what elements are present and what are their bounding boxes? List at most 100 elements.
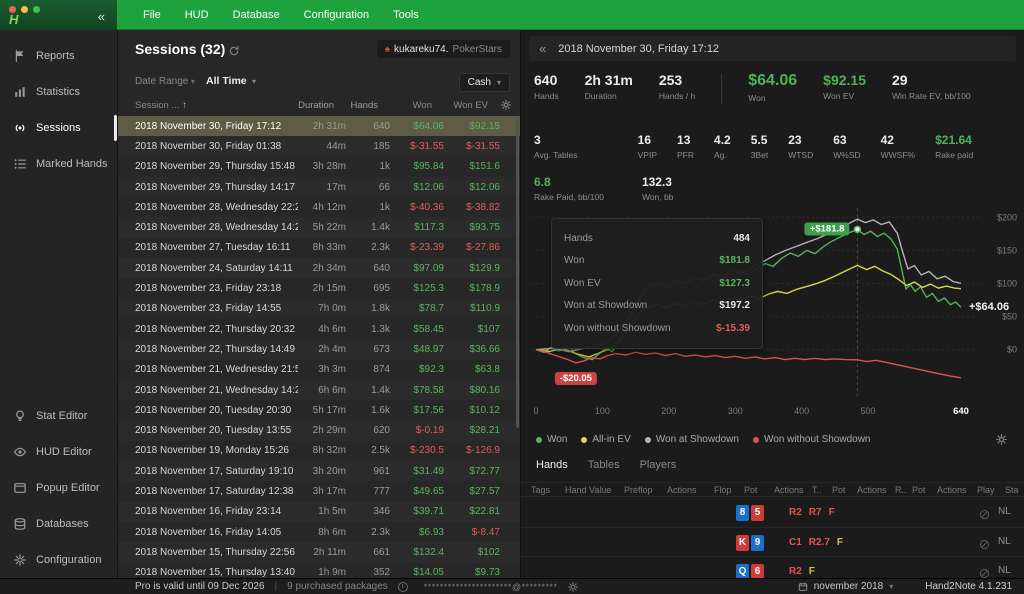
account-settings-gear-icon[interactable]: [567, 581, 579, 593]
session-row[interactable]: 2018 November 16, Friday 14:05 8h 6m 2.3k $…: [118, 522, 520, 542]
session-row[interactable]: 2018 November 29, Thursday 15:48 3h 28m 1k…: [118, 157, 520, 177]
minimize-window-button[interactable]: [21, 6, 28, 13]
hands-column[interactable]: Actions: [857, 485, 887, 495]
session-date: 2018 November 23, Friday 23:18: [135, 283, 282, 295]
sidebar-item-statistics[interactable]: Statistics: [0, 74, 117, 110]
session-row[interactable]: 2018 November 30, Friday 17:12 2h 31m 640 $…: [118, 116, 520, 137]
hands-column[interactable]: Sta: [1005, 485, 1019, 495]
session-row[interactable]: 2018 November 15, Thursday 22:56 2h 11m 66…: [118, 542, 520, 563]
legend-won[interactable]: Won: [536, 434, 567, 445]
hand-row[interactable]: 8 5 R2 R7 F NL: [521, 498, 1024, 528]
legend-won-without-showdown[interactable]: Won without Showdown: [752, 434, 871, 445]
period-selector[interactable]: november 2018: [813, 581, 884, 592]
legend-won-at-showdown[interactable]: Won at Showdown: [644, 434, 739, 445]
hands-column[interactable]: Play: [977, 485, 995, 495]
column-session[interactable]: Session ... ↑: [135, 99, 188, 111]
session-row[interactable]: 2018 November 21, Wednesday 14:21 6h 6m 1.…: [118, 379, 520, 401]
hands-column[interactable]: Actions: [937, 485, 967, 495]
session-row[interactable]: 2018 November 22, Thursday 14:49 2h 4m 673…: [118, 339, 520, 360]
session-won-ev: $-27.86: [466, 242, 500, 254]
session-won-ev: $151.6: [469, 161, 500, 173]
hands-column[interactable]: Tags: [531, 485, 551, 495]
session-row[interactable]: 2018 November 24, Saturday 14:11 2h 34m 64…: [118, 258, 520, 279]
session-row[interactable]: 2018 November 16, Friday 23:14 1h 5m 346 $3…: [118, 501, 520, 522]
back-icon[interactable]: «: [539, 41, 547, 56]
sidebar-item-reports[interactable]: Reports: [0, 38, 117, 74]
purchased-packages[interactable]: 9 purchased packages: [287, 581, 388, 592]
menu-database[interactable]: Database: [232, 8, 280, 21]
session-row[interactable]: 2018 November 22, Thursday 20:32 4h 6m 1.3…: [118, 319, 520, 339]
date-range-label[interactable]: Date Range: [135, 76, 189, 87]
refresh-icon[interactable]: [228, 45, 240, 57]
menu-hud[interactable]: HUD: [184, 8, 209, 21]
menu-file[interactable]: File: [143, 8, 161, 21]
tab-tables[interactable]: Tables: [587, 459, 620, 471]
column-duration[interactable]: Duration: [298, 99, 334, 111]
hands-column[interactable]: Hand Value: [565, 485, 612, 495]
menu-configuration[interactable]: Configuration: [303, 8, 370, 21]
close-window-button[interactable]: [9, 6, 16, 13]
sidebar-item-stat-editor[interactable]: Stat Editor: [0, 398, 117, 434]
replay-icon[interactable]: [979, 537, 990, 549]
hands-column[interactable]: R..: [895, 485, 907, 495]
info-icon[interactable]: i: [397, 581, 408, 592]
date-range-value[interactable]: All Time: [206, 75, 247, 87]
game-type-filter[interactable]: Cash ▾: [458, 73, 510, 92]
hands-column[interactable]: Actions: [774, 485, 804, 495]
graph-settings-gear-icon[interactable]: [995, 433, 1008, 446]
sidebar-collapse-icon[interactable]: «: [97, 9, 105, 24]
session-row[interactable]: 2018 November 30, Friday 01:38 44m 185 $-31…: [118, 136, 520, 157]
sidebar-item-configuration[interactable]: Configuration: [0, 542, 117, 578]
session-row[interactable]: 2018 November 19, Monday 15:26 8h 32m 2.5k…: [118, 441, 520, 461]
session-row[interactable]: 2018 November 27, Tuesday 16:11 8h 33m 2.3…: [118, 238, 520, 258]
hands-column[interactable]: Pot: [832, 485, 846, 495]
hands-column[interactable]: T..: [812, 485, 822, 495]
replay-icon[interactable]: [979, 566, 990, 578]
sidebar-item-marked-hands[interactable]: Marked Hands: [0, 146, 117, 182]
session-row[interactable]: 2018 November 29, Thursday 14:17 17m 66 $12…: [118, 176, 520, 198]
hands-column[interactable]: Flop: [714, 485, 732, 495]
account-selector[interactable]: ♠ kukareku74. PokerStars: [376, 40, 510, 58]
sidebar-item-sessions[interactable]: Sessions: [0, 110, 117, 146]
session-row[interactable]: 2018 November 23, Friday 14:55 7h 0m 1.8k $…: [118, 298, 520, 319]
column-won-ev[interactable]: Won EV: [453, 99, 488, 111]
column-won[interactable]: Won: [412, 99, 432, 111]
session-row[interactable]: 2018 November 20, Tuesday 20:30 5h 17m 1.6…: [118, 400, 520, 420]
replay-icon[interactable]: [979, 507, 990, 520]
hand-row[interactable]: K 9 C1 R2.7 F NL: [521, 528, 1024, 557]
hands-column[interactable]: Actions: [667, 485, 697, 495]
hands-column[interactable]: Preflop: [624, 485, 653, 495]
menu-tools[interactable]: Tools: [393, 8, 419, 21]
sessions-icon: [13, 121, 27, 135]
sidebar-item-popup-editor[interactable]: Popup Editor: [0, 470, 117, 506]
session-won: $97.09: [413, 262, 444, 274]
sessions-scrollbar[interactable]: [516, 118, 519, 428]
session-row[interactable]: 2018 November 20, Tuesday 13:55 2h 29m 620…: [118, 420, 520, 441]
hole-card: 9: [751, 534, 764, 551]
hand-row[interactable]: Q 6 R2 F NL: [521, 557, 1024, 578]
session-row[interactable]: 2018 November 21, Wednesday 21:58 3h 3m 87…: [118, 360, 520, 380]
graph-tooltip: Hands 484 Won $181.8 Won EV $127.3 Won at Show…: [551, 218, 763, 349]
svg-text:$100: $100: [997, 278, 1017, 288]
sidebar-item-hud-editor[interactable]: HUD Editor: [0, 434, 117, 470]
table-settings-gear-icon[interactable]: [500, 99, 512, 111]
hands-column[interactable]: Pot: [744, 485, 758, 495]
session-date: 2018 November 22, Thursday 14:49: [135, 343, 295, 355]
detail-tabs: Hands Tables Players: [536, 459, 676, 471]
session-row[interactable]: 2018 November 28, Wednesday 22:28 4h 12m 1…: [118, 197, 520, 217]
session-row[interactable]: 2018 November 17, Saturday 12:38 3h 17m 77…: [118, 481, 520, 501]
session-row[interactable]: 2018 November 15, Thursday 13:40 1h 9m 352…: [118, 563, 520, 578]
maximize-window-button[interactable]: [33, 6, 40, 13]
session-won-ev: $110.9: [470, 303, 500, 315]
stat-editor-icon: [13, 409, 27, 423]
tab-players[interactable]: Players: [639, 459, 677, 471]
column-hands[interactable]: Hands: [350, 99, 378, 111]
tab-hands[interactable]: Hands: [536, 459, 568, 471]
hands-column[interactable]: Pot: [912, 485, 926, 495]
session-row[interactable]: 2018 November 28, Wednesday 14:20 5h 22m 1…: [118, 217, 520, 238]
menu-bar: File HUD Database Configuration Tools: [117, 0, 1024, 30]
legend-all-in-ev[interactable]: All-in EV: [581, 434, 631, 445]
session-row[interactable]: 2018 November 17, Saturday 19:10 3h 20m 96…: [118, 461, 520, 482]
session-row[interactable]: 2018 November 23, Friday 23:18 2h 15m 695 $…: [118, 278, 520, 298]
sidebar-item-databases[interactable]: Databases: [0, 506, 117, 542]
